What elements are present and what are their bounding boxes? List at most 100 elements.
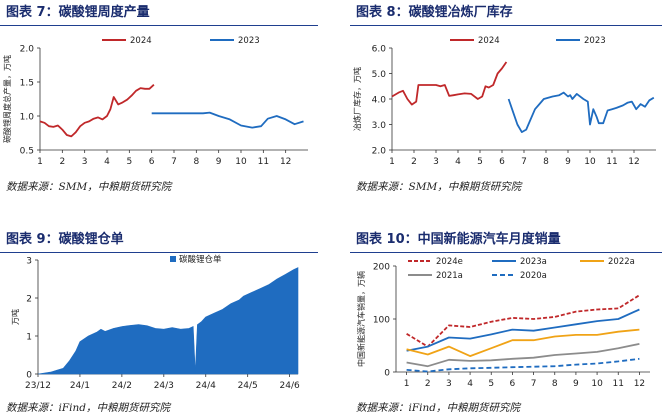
chart-title: 图表 8：碳酸锂冶炼厂库存	[356, 5, 513, 20]
x-tick-label: 9	[216, 157, 222, 167]
series-line-2024	[391, 61, 508, 106]
x-tick-label: 24/5	[238, 381, 258, 391]
y-tick-label: 5.0	[372, 70, 387, 80]
source-note: 数据来源：iFind，中粮期货研究院	[356, 402, 520, 414]
x-tick-label: 4	[104, 157, 110, 167]
legend-label: 2022a	[608, 257, 635, 267]
y-tick-label: 2.0	[372, 147, 387, 157]
x-tick-label: 7	[531, 379, 537, 389]
chart-title: 图表 10：中国新能源汽车月度销量	[356, 232, 561, 247]
legend-label: 2024	[478, 36, 500, 46]
x-tick-label: 2	[411, 157, 417, 167]
x-tick-label: 6	[510, 379, 516, 389]
legend-label: 2023a	[520, 257, 547, 267]
x-tick-label: 12	[628, 157, 639, 167]
title-divider	[0, 252, 318, 253]
y-tick-label: 0	[384, 369, 390, 379]
y-tick-label: 2	[26, 295, 32, 305]
x-tick-label: 9	[573, 379, 579, 389]
x-tick-label: 3	[82, 157, 88, 167]
x-tick-label: 10	[591, 379, 603, 389]
source-note: 数据来源：SMM，中粮期货研究院	[356, 181, 522, 193]
x-tick-label: 12	[280, 157, 291, 167]
legend-label: 2024	[130, 36, 152, 46]
legend-label: 2023	[584, 36, 606, 46]
y-tick-label: 200	[373, 263, 390, 273]
x-tick-label: 5	[477, 157, 483, 167]
x-tick-label: 10	[235, 157, 247, 167]
y-axis-label: 冶炼厂库存，万吨	[352, 67, 362, 131]
x-tick-label: 5	[126, 157, 132, 167]
y-tick-label: 6.0	[372, 45, 387, 55]
panel-weekly-output: 图表 7：碳酸锂周度产量 0.5 1.0 1.5 2.0 1 2 3 4 5 6 7 8 9 10 11 12…	[0, 0, 334, 206]
y-axis-label: 碳酸锂周度总产量，万吨	[2, 55, 12, 143]
series-line-2020a	[406, 357, 640, 373]
y-tick-label: 2.0	[20, 45, 35, 55]
x-tick-label: 12	[634, 379, 645, 389]
legend-label: 2024e	[436, 257, 463, 267]
x-tick-label: 1	[389, 157, 395, 167]
chart-warehouse-receipts: 0 1 2 3 23/12 24/1 24/2 24/3 24/4 24/5 24/6 万吨 碳酸锂仓单	[10, 254, 300, 391]
y-axis-label: 万吨	[10, 309, 20, 325]
series-line-2023a	[406, 308, 640, 352]
y-tick-label: 4.0	[372, 96, 387, 106]
chart-title: 图表 9：碳酸锂仓单	[6, 232, 124, 247]
x-tick-label: 3	[433, 157, 439, 167]
chart-weekly-output: 0.51.01.52.01 2 3 4 5 6 7 8 9 10 11 12碳酸锂周度总产量，万吨20…	[2, 36, 308, 167]
series-line-2023	[151, 111, 304, 129]
panel-smelter-inventory: 图表 8：碳酸锂冶炼厂库存 2.0 3.0 4.0 5.0 6.0 1 2 3 4 5 6 7 8 9 10…	[350, 0, 668, 206]
source-note: 数据来源：SMM，中粮期货研究院	[6, 181, 172, 193]
x-tick-label: 11	[258, 157, 269, 167]
x-tick-label: 2	[59, 157, 65, 167]
y-tick-label: 1.0	[20, 113, 35, 123]
legend-label: 碳酸锂仓单	[179, 254, 222, 265]
legend-label: 2023	[238, 36, 260, 46]
panel-nev-sales: 图表 10：中国新能源汽车月度销量 0 100 200 1 2 3 4 5 6 7 8 9 10 11 12…	[350, 228, 668, 414]
x-tick-label: 1	[404, 379, 410, 389]
series-line-2023	[507, 91, 655, 133]
x-tick-label: 24/3	[154, 381, 174, 391]
series-area-碳酸锂仓单	[37, 267, 299, 375]
title-divider	[0, 25, 318, 26]
title-divider	[350, 25, 662, 26]
y-tick-label: 0	[26, 371, 32, 381]
legend-label: 2020a	[520, 271, 547, 281]
panel-warehouse-receipts: 图表 9：碳酸锂仓单 0 1 2 3 23/12 24/1 24/2 24/3 24/4 24/5…	[0, 228, 334, 414]
x-tick-label: 4	[467, 379, 473, 389]
x-tick-label: 24/4	[196, 381, 216, 391]
legend-swatch	[170, 256, 176, 262]
source-note: 数据来源：iFind，中粮期货研究院	[6, 402, 170, 414]
x-tick-label: 8	[193, 157, 199, 167]
x-tick-label: 3	[446, 379, 452, 389]
x-tick-label: 11	[613, 379, 624, 389]
x-tick-label: 1	[37, 157, 43, 167]
series-line-2021a	[406, 343, 640, 368]
x-tick-label: 11	[606, 157, 617, 167]
y-tick-label: 1	[26, 333, 32, 343]
y-tick-label: 3.0	[372, 121, 387, 131]
x-tick-label: 24/1	[70, 381, 90, 391]
y-axis-label: 中国新能源汽车销量，万辆	[356, 271, 366, 367]
x-tick-label: 2	[425, 379, 431, 389]
x-tick-label: 10	[584, 157, 596, 167]
x-tick-label: 23/12	[25, 381, 51, 391]
x-tick-label: 5	[488, 379, 494, 389]
legend-label: 2021a	[436, 271, 463, 281]
x-tick-label: 7	[171, 157, 177, 167]
x-tick-label: 8	[552, 379, 558, 389]
x-tick-label: 8	[543, 157, 549, 167]
y-tick-label: 1.5	[20, 79, 34, 89]
x-tick-label: 9	[565, 157, 571, 167]
y-tick-label: 100	[373, 316, 390, 326]
series-line-2024	[39, 84, 155, 138]
chart-title: 图表 7：碳酸锂周度产量	[6, 5, 150, 20]
x-tick-label: 24/6	[280, 381, 300, 391]
y-tick-label: 0.5	[20, 147, 34, 157]
x-tick-label: 6	[499, 157, 505, 167]
x-tick-label: 4	[455, 157, 461, 167]
x-tick-label: 6	[149, 157, 155, 167]
series-line-2022a	[406, 328, 640, 357]
series-line-2024e	[406, 294, 640, 348]
x-tick-label: 24/2	[112, 381, 132, 391]
